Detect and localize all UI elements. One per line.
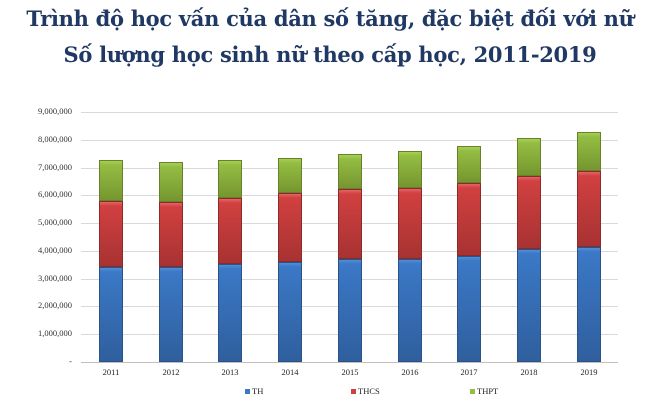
- legend-item-thpt: THPT: [470, 386, 498, 396]
- legend-label: TH: [252, 386, 264, 396]
- bar-segment-th: [577, 247, 601, 362]
- x-tick-label: 2014: [281, 367, 299, 377]
- bar-segment-th: [398, 258, 422, 362]
- bar-segment-th: [159, 267, 183, 362]
- chart-title: Số lượng học sinh nữ theo cấp học, 2011-…: [63, 42, 597, 67]
- bar-segment-th: [338, 258, 362, 362]
- x-tick-label: 2018: [520, 367, 538, 377]
- bar-segment-thcs: [218, 198, 242, 264]
- bar-segment-thcs: [517, 176, 541, 250]
- y-tick-label: 6,000,000: [38, 189, 72, 200]
- bar-segment-thpt: [159, 162, 183, 202]
- bar-segment-thcs: [338, 189, 362, 259]
- bar-segment-thcs: [577, 171, 601, 247]
- x-tick-label: 2015: [341, 367, 359, 377]
- y-tick-label: 1,000,000: [38, 328, 72, 339]
- legend-item-th: TH: [245, 386, 263, 396]
- x-tick-label: 2019: [580, 367, 598, 377]
- x-tick-label: 2016: [401, 367, 419, 377]
- y-tick-label: 9,000,000: [38, 106, 72, 116]
- bar-segment-thpt: [517, 138, 541, 177]
- bar-segment-thcs: [99, 201, 123, 267]
- bar-segment-thcs: [278, 193, 302, 262]
- y-tick-label: 2,000,000: [38, 300, 72, 311]
- y-tick-label: 7,000,000: [38, 161, 72, 172]
- bar-segment-th: [457, 256, 481, 362]
- y-tick-label: 8,000,000: [38, 133, 72, 144]
- bar-segment-thpt: [577, 132, 601, 172]
- bar-segment-thpt: [457, 146, 481, 184]
- y-tick-label: -: [69, 356, 72, 366]
- chart-suptitle: Trình độ học vấn của dân số tăng, đặc bi…: [26, 6, 634, 31]
- y-tick-label: 5,000,000: [38, 217, 72, 228]
- bar-segment-thpt: [99, 160, 123, 202]
- bar-segment-thcs: [159, 202, 183, 267]
- bar-segment-thpt: [278, 158, 302, 194]
- bar-segment-thpt: [338, 154, 362, 190]
- bar-segment-thpt: [398, 151, 422, 189]
- x-tick-label: 2012: [162, 367, 180, 377]
- y-tick-label: 4,000,000: [38, 244, 72, 255]
- x-axis-line: [81, 362, 618, 363]
- y-tick-label: 3,000,000: [38, 272, 72, 283]
- bar-segment-thcs: [398, 188, 422, 259]
- bar-segment-th: [278, 262, 302, 362]
- gridline: [81, 140, 618, 141]
- legend-swatch-icon: [470, 388, 475, 394]
- legend-label: THPT: [477, 386, 499, 396]
- bar-segment-th: [99, 267, 123, 362]
- x-tick-label: 2017: [460, 367, 478, 377]
- x-tick-label: 2011: [102, 367, 120, 377]
- bar-segment-th: [218, 263, 242, 362]
- bar-segment-th: [517, 249, 541, 362]
- gridline: [81, 112, 618, 113]
- bar-segment-thpt: [218, 160, 242, 199]
- x-tick-label: 2013: [221, 367, 239, 377]
- legend-swatch-icon: [245, 388, 250, 394]
- legend-label: THCS: [358, 386, 380, 396]
- legend-swatch-icon: [351, 388, 356, 394]
- bar-segment-thcs: [457, 183, 481, 257]
- legend-item-thcs: THCS: [351, 386, 380, 396]
